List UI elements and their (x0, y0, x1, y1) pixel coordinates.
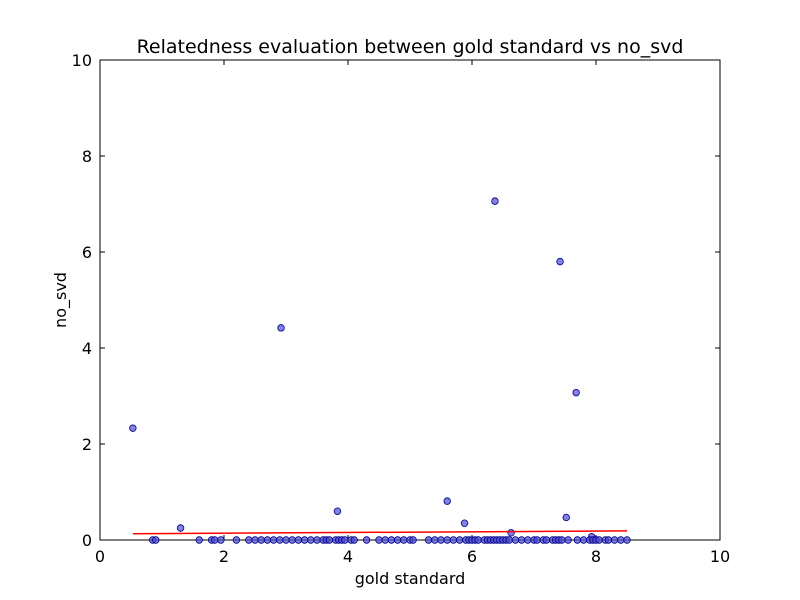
data-point (623, 536, 631, 544)
data-point (409, 536, 417, 544)
data-point (300, 536, 309, 544)
data-point (325, 536, 334, 544)
x-axis-label: gold standard (355, 569, 466, 588)
data-point (562, 513, 570, 522)
y-tick-label: 4 (82, 339, 92, 358)
data-point (617, 536, 625, 544)
data-point (542, 536, 551, 544)
data-point (558, 536, 566, 544)
y-tick-label: 10 (72, 51, 92, 70)
data-point (294, 536, 303, 544)
data-point (152, 536, 160, 544)
data-point (564, 536, 572, 544)
chart-title: Relatedness evaluation between gold stan… (137, 36, 684, 58)
data-point (387, 536, 396, 544)
data-point (282, 536, 290, 544)
data-point (595, 536, 603, 544)
y-tick-label: 6 (82, 243, 92, 262)
data-point (362, 536, 371, 544)
data-point (507, 529, 515, 537)
data-point (524, 536, 532, 544)
data-point (313, 536, 321, 544)
x-tick-label: 0 (95, 547, 105, 566)
data-point (572, 388, 580, 397)
data-point (533, 536, 541, 544)
data-point (505, 536, 513, 544)
data-point (424, 536, 433, 544)
data-point (257, 536, 265, 544)
data-point (511, 536, 520, 544)
data-point (232, 536, 241, 544)
data-point (195, 536, 203, 544)
plot-area (99, 59, 721, 541)
data-point (129, 424, 137, 432)
x-tick-label: 6 (467, 547, 477, 566)
data-point (573, 536, 582, 544)
data-point (556, 257, 564, 266)
data-point (437, 536, 445, 544)
data-point (375, 536, 383, 544)
data-point (604, 536, 613, 544)
data-point (431, 536, 439, 544)
data-point (443, 536, 451, 544)
data-point (350, 536, 358, 544)
data-point (341, 536, 349, 544)
tick-labels: 0 2 4 6 8 10 0 2 4 6 8 10 (72, 51, 731, 566)
data-point (245, 536, 253, 544)
data-point (217, 536, 225, 544)
y-tick-label: 0 (82, 531, 92, 550)
data-point (474, 536, 482, 544)
x-tick-label: 10 (710, 547, 730, 566)
data-point (449, 536, 458, 544)
data-point (269, 536, 278, 544)
data-point (460, 519, 469, 527)
regression-line (132, 530, 628, 535)
data-point (610, 536, 619, 544)
x-tick-label: 2 (219, 547, 229, 566)
data-point (491, 197, 499, 205)
data-point (443, 497, 451, 505)
data-point (393, 536, 402, 544)
fit-line-layer (132, 530, 628, 535)
data-point (210, 536, 219, 544)
data-point (517, 536, 526, 544)
data-point (307, 536, 315, 544)
data-point (251, 536, 259, 544)
data-point (400, 536, 408, 544)
data-point (333, 507, 342, 515)
data-point (176, 524, 185, 532)
y-tick-label: 2 (82, 435, 92, 454)
data-point (277, 324, 285, 332)
data-point (288, 536, 296, 544)
y-tick-label: 8 (82, 147, 92, 166)
x-tick-label: 4 (343, 547, 353, 566)
data-point (579, 536, 588, 544)
data-points (129, 197, 631, 544)
data-point (455, 536, 464, 544)
data-point (276, 536, 284, 544)
axis-ticks (99, 59, 721, 541)
x-tick-label: 8 (591, 547, 601, 566)
data-point (263, 536, 272, 544)
y-axis-label: no_svd (51, 272, 71, 328)
data-point (381, 536, 389, 544)
